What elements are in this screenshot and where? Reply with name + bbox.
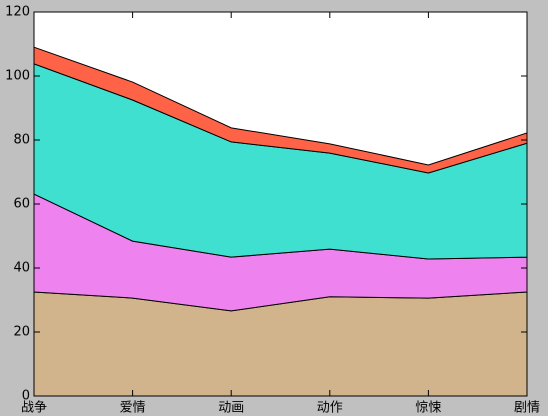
x-tick-label: 动画 xyxy=(218,401,244,416)
y-tick-label: 40 xyxy=(13,261,30,276)
x-tick-label: 战争 xyxy=(21,401,47,416)
y-tick-label: 120 xyxy=(5,5,30,20)
x-tick-label: 动作 xyxy=(317,401,343,416)
y-tick-label: 80 xyxy=(13,133,30,148)
x-tick-label: 剧情 xyxy=(514,401,540,416)
area xyxy=(33,291,528,397)
areas xyxy=(33,46,528,397)
y-tick-label: 0 xyxy=(22,389,30,404)
y-tick-label: 100 xyxy=(5,69,30,84)
y-tick-label: 20 xyxy=(13,325,30,340)
x-tick-label: 爱情 xyxy=(120,401,146,416)
y-tick-label: 60 xyxy=(13,197,30,212)
x-tick-label: 惊悚 xyxy=(415,401,441,416)
